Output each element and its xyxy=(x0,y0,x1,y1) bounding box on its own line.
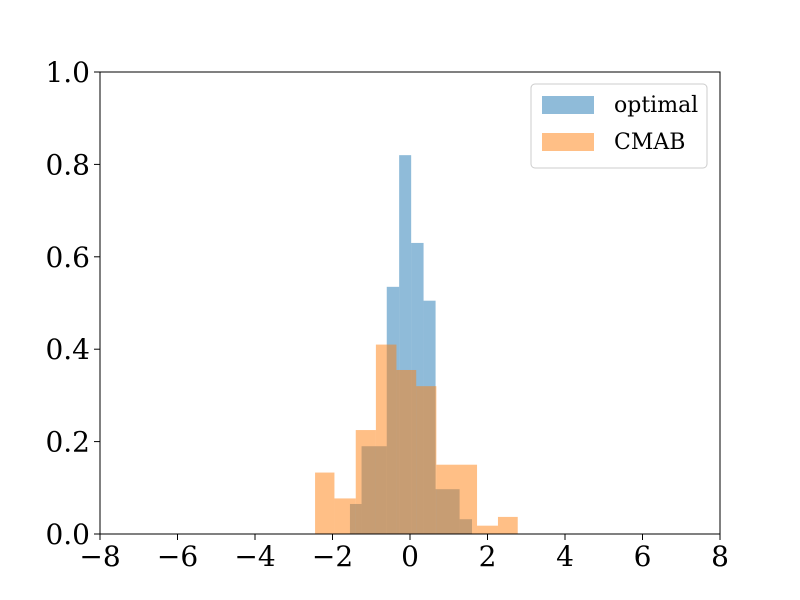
bar-cmab-2 xyxy=(355,430,376,534)
bar-cmab-3 xyxy=(375,344,397,534)
x-tick-label: 0 xyxy=(401,540,419,573)
bar-cmab-6 xyxy=(436,464,478,534)
y-tick-label: 0.8 xyxy=(45,148,90,181)
x-tick-label: −2 xyxy=(312,540,353,573)
x-tick-label: −8 xyxy=(79,540,120,573)
y-tick-label: 0.4 xyxy=(45,333,90,366)
bar-cmab-4 xyxy=(396,369,417,534)
bar-cmab-8 xyxy=(497,516,518,534)
x-tick-label: −6 xyxy=(157,540,198,573)
bar-cmab-1 xyxy=(334,498,356,534)
legend-swatch-cmab xyxy=(542,133,594,151)
y-tick-label: 0.6 xyxy=(45,241,90,274)
y-axis: 0.0 0.2 0.4 0.6 0.8 1.0 xyxy=(45,56,100,551)
x-tick-label: 8 xyxy=(711,540,729,573)
x-axis: −8 −6 −4 −2 0 2 4 6 8 xyxy=(79,534,729,573)
y-tick-label: 0.2 xyxy=(45,426,90,459)
bars-layer xyxy=(315,155,518,534)
legend: optimal CMAB xyxy=(530,83,708,169)
bar-cmab-5 xyxy=(416,386,437,534)
y-tick-label: 0.0 xyxy=(45,518,90,551)
y-tick-label: 1.0 xyxy=(45,56,90,89)
legend-swatch-optimal xyxy=(542,96,594,114)
legend-label-cmab: CMAB xyxy=(614,130,685,155)
x-tick-label: −4 xyxy=(234,540,275,573)
bar-cmab-0 xyxy=(315,472,335,534)
x-tick-label: 4 xyxy=(556,540,574,573)
legend-label-optimal: optimal xyxy=(614,93,698,118)
series-cmab xyxy=(315,344,518,534)
x-tick-label: 6 xyxy=(634,540,652,573)
x-tick-label: 2 xyxy=(479,540,497,573)
bar-cmab-7 xyxy=(477,525,498,534)
